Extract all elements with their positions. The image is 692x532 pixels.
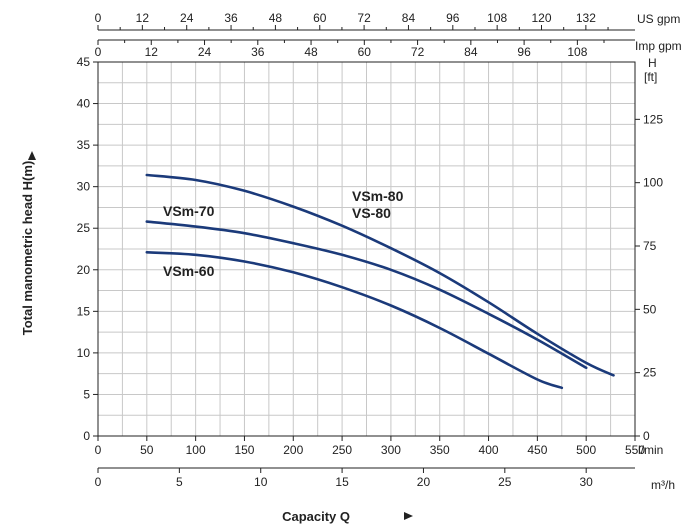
feet-axis-label-h: H <box>648 56 657 70</box>
us-gpm-tick-label: 84 <box>402 11 416 25</box>
us-gpm-tick-label: 36 <box>224 11 238 25</box>
m3h-tick-label: 15 <box>335 475 349 489</box>
x-axis-arrow-icon <box>404 512 413 520</box>
x-unit-label: l/min <box>638 443 663 457</box>
m3h-tick-label: 20 <box>417 475 431 489</box>
us-gpm-tick-label: 120 <box>531 11 551 25</box>
imp-gpm-tick-label: 12 <box>145 45 159 59</box>
imp-gpm-tick-label: 24 <box>198 45 212 59</box>
y-tick-label: 10 <box>77 346 91 360</box>
x-tick-label: 450 <box>527 443 547 457</box>
imp-gpm-tick-label: 0 <box>95 45 102 59</box>
axes <box>93 25 640 473</box>
feet-tick-label: 125 <box>643 112 663 126</box>
us-gpm-tick-label: 48 <box>269 11 283 25</box>
us-gpm-tick-label: 0 <box>95 11 102 25</box>
y-tick-label: 25 <box>77 221 91 235</box>
imp-gpm-tick-label: 36 <box>251 45 265 59</box>
us-gpm-tick-label: 108 <box>487 11 507 25</box>
us-gpm-tick-label: 12 <box>136 11 150 25</box>
y-axis-arrow-icon <box>28 151 36 160</box>
imp-gpm-tick-label: 84 <box>464 45 478 59</box>
us-gpm-tick-label: 60 <box>313 11 327 25</box>
y-tick-label: 35 <box>77 138 91 152</box>
grid <box>98 62 635 436</box>
feet-tick-label: 100 <box>643 176 663 190</box>
curve-vsm-60 <box>145 251 564 390</box>
series-label-vsm-70: VSm-70 <box>163 203 215 219</box>
feet-tick-label: 50 <box>643 302 657 316</box>
y-tick-label: 30 <box>77 180 91 194</box>
x-tick-label: 350 <box>430 443 450 457</box>
x-tick-label: 400 <box>479 443 499 457</box>
plot-frame <box>97 61 636 437</box>
m3h-tick-label: 25 <box>498 475 512 489</box>
y-axis-title: Total manometric head H(m) <box>20 161 35 336</box>
us-gpm-tick-label: 24 <box>180 11 194 25</box>
tick-labels: 0 50 100 150 200 250 300 350 400 450 500 5500510152… <box>77 11 664 489</box>
x-tick-label: 100 <box>186 443 206 457</box>
x-tick-label: 150 <box>234 443 254 457</box>
x-axis-title: Capacity Q <box>282 509 350 524</box>
y-tick-label: 0 <box>83 429 90 443</box>
m3h-tick-label: 10 <box>254 475 268 489</box>
us-gpm-axis-label: US gpm <box>637 12 680 26</box>
feet-tick-label: 25 <box>643 366 657 380</box>
us-gpm-tick-label: 72 <box>357 11 371 25</box>
imp-gpm-tick-label: 48 <box>304 45 318 59</box>
series-label-vsm-60: VSm-60 <box>163 263 215 279</box>
x-tick-label: 0 <box>95 443 102 457</box>
series-label-vsm-80: VSm-80 <box>352 188 404 204</box>
x-tick-label: 200 <box>283 443 303 457</box>
m3h-tick-label: 30 <box>580 475 594 489</box>
curve-vsm-70 <box>145 220 588 370</box>
y-tick-label: 15 <box>77 304 91 318</box>
y-tick-label: 5 <box>83 387 90 401</box>
imp-gpm-tick-label: 72 <box>411 45 425 59</box>
x-tick-label: 550 <box>625 443 645 457</box>
y-tick-label: 40 <box>77 97 91 111</box>
y-tick-label: 20 <box>77 263 91 277</box>
imp-gpm-axis-label: Imp gpm <box>635 39 682 53</box>
series-label-vs-80: VS-80 <box>352 205 391 221</box>
m3h-tick-label: 5 <box>176 475 183 489</box>
x-tick-label: 250 <box>332 443 352 457</box>
feet-axis-label-unit: [ft] <box>644 70 657 84</box>
imp-gpm-tick-label: 96 <box>517 45 531 59</box>
m3h-axis-label: m³/h <box>651 478 675 492</box>
imp-gpm-tick-label: 60 <box>358 45 372 59</box>
curve-vsm-80-vs-80 <box>145 173 615 377</box>
feet-tick-label: 75 <box>643 239 657 253</box>
x-tick-label: 500 <box>576 443 596 457</box>
performance-curves <box>145 173 615 390</box>
x-tick-label: 50 <box>140 443 154 457</box>
m3h-tick-label: 0 <box>95 475 102 489</box>
us-gpm-tick-label: 96 <box>446 11 460 25</box>
y-tick-label: 45 <box>77 55 91 69</box>
x-tick-label: 300 <box>381 443 401 457</box>
feet-tick-label: 0 <box>643 429 650 443</box>
imp-gpm-tick-label: 108 <box>567 45 587 59</box>
us-gpm-tick-label: 132 <box>576 11 596 25</box>
